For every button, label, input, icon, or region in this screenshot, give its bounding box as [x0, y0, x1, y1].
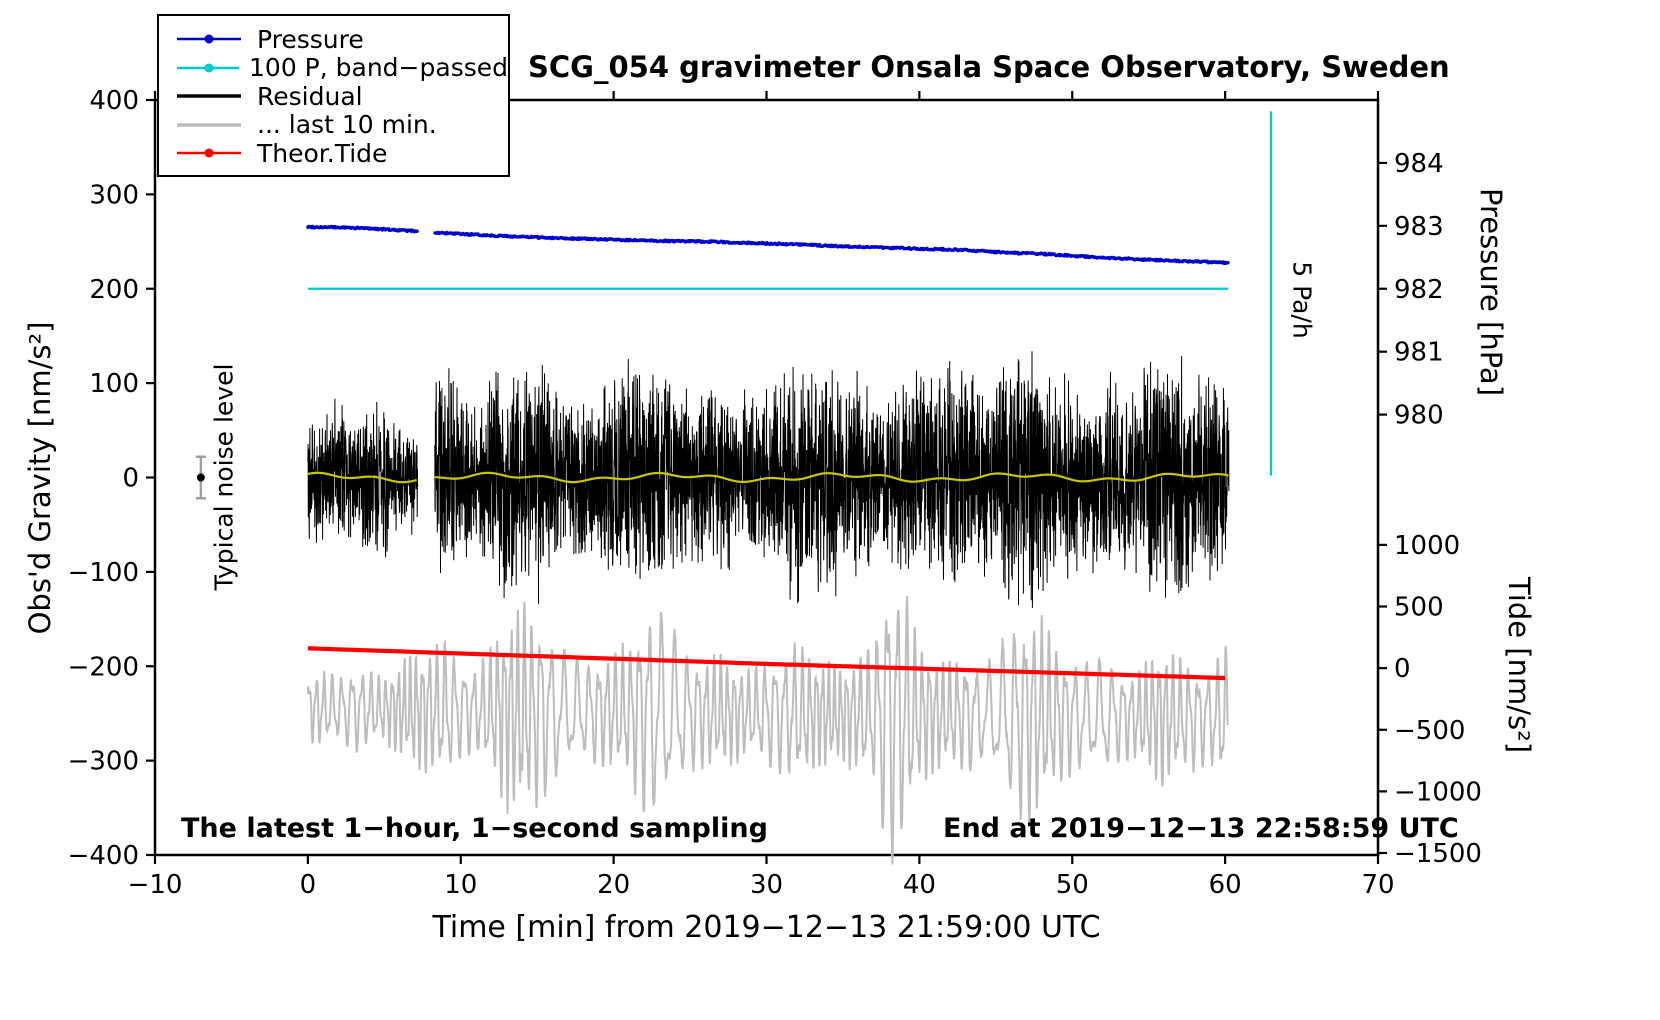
x-tick-label: 0	[300, 870, 317, 900]
y-tick-label: 200	[89, 275, 139, 305]
x-axis-label: Time [min] from 2019−12−13 21:59:00 UTC	[432, 910, 1101, 945]
tide-tick-label: 1000	[1394, 531, 1460, 561]
rate-scale-label: 5 Pa/h	[1287, 261, 1317, 339]
x-tick-label: 20	[597, 870, 630, 900]
legend-item-pressure: Pressure	[171, 25, 508, 54]
x-tick-label: 50	[1056, 870, 1089, 900]
noise-level-dot	[196, 473, 205, 482]
x-tick-label: −10	[128, 870, 183, 900]
y-tick-label: 300	[89, 180, 139, 210]
y-tick-label: −300	[68, 747, 139, 777]
chart-title: SCG_054 gravimeter Onsala Space Observat…	[528, 50, 1450, 84]
bandpassed-line-icon	[177, 63, 240, 73]
pressure-tick-label: 982	[1394, 275, 1444, 305]
noise-level-label: Typical noise level	[209, 363, 239, 591]
last10min-line-icon	[177, 123, 241, 127]
x-tick-label: 10	[444, 870, 477, 900]
y-tick-label: −100	[68, 558, 139, 588]
tide-tick-label: −1500	[1394, 839, 1482, 869]
legend-label: ... last 10 min.	[257, 110, 437, 140]
y-tick-label: 400	[89, 86, 139, 116]
pressure-tick-label: 981	[1394, 338, 1444, 368]
residual-series	[434, 351, 1230, 608]
tide-tick-label: −1000	[1394, 777, 1482, 807]
x-tick-label: 40	[903, 870, 936, 900]
legend-item-last-10-min: ... last 10 min.	[171, 110, 508, 140]
y-axis-label-gravity: Obs'd Gravity [nm/s²]	[23, 321, 57, 635]
end-time-note: End at 2019−12−13 22:58:59 UTC	[943, 813, 1459, 844]
sampling-note: The latest 1−hour, 1−second sampling	[181, 813, 768, 844]
pressure-line-icon	[177, 34, 241, 44]
x-tick-label: 70	[1361, 870, 1394, 900]
filtered-residual-series	[434, 471, 1229, 484]
tide-tick-label: 500	[1394, 593, 1444, 623]
legend-label: 100 P, band−passed	[249, 53, 508, 83]
tide-tick-label: 0	[1394, 654, 1411, 684]
tide-series	[307, 646, 1226, 681]
legend-label: Pressure	[257, 24, 364, 54]
legend-item-100-p-band-passed: 100 P, band−passed	[171, 53, 508, 83]
legend: Pressure 100 P, band−passed Residual... la…	[157, 14, 510, 177]
pressure-tick-label: 984	[1394, 149, 1444, 179]
y-axis-label-pressure: Pressure [hPa]	[1474, 187, 1508, 397]
legend-item-theor-tide: Theor.Tide	[171, 139, 508, 168]
residual-series	[307, 398, 419, 558]
residual-line-icon	[177, 94, 241, 98]
legend-item-residual: Residual	[171, 82, 508, 111]
last10min-series	[306, 595, 1229, 865]
filtered-residual-series	[307, 471, 417, 484]
x-tick-label: 60	[1209, 870, 1242, 900]
pressure-series	[306, 224, 1230, 266]
pressure-tick-label: 980	[1394, 401, 1444, 431]
tide-line-icon	[177, 148, 241, 158]
tide-tick-label: −500	[1394, 716, 1465, 746]
y-tick-label: 100	[89, 369, 139, 399]
legend-label: Theor.Tide	[257, 138, 388, 168]
y-axis-label-tide: Tide [nm/s²]	[1502, 576, 1536, 754]
y-tick-label: −400	[68, 841, 139, 871]
x-tick-label: 30	[750, 870, 783, 900]
y-tick-label: −200	[68, 652, 139, 682]
y-tick-label: 0	[122, 464, 139, 494]
legend-label: Residual	[257, 81, 363, 111]
pressure-tick-label: 983	[1394, 212, 1444, 242]
